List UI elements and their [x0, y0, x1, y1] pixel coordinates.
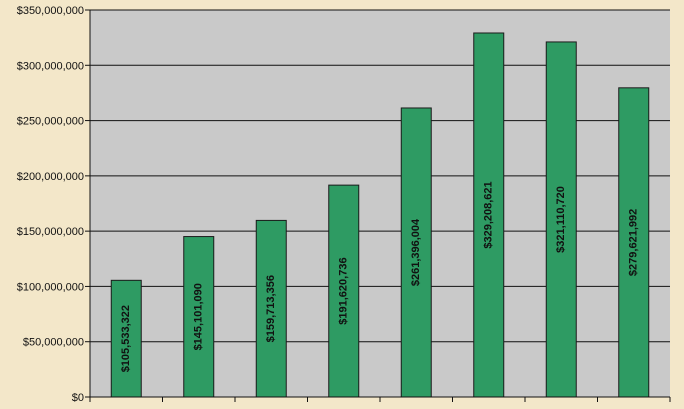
y-tick-label: $0	[72, 392, 84, 404]
bar-value-label: $279,621,992	[628, 209, 640, 276]
bar-value-label: $145,101,090	[193, 283, 205, 350]
y-tick-label: $100,000,000	[17, 281, 84, 293]
x-axis-ticks	[89, 397, 671, 402]
bar-value-label: $159,713,356	[265, 275, 277, 342]
bar-value-label: $329,208,621	[483, 181, 495, 248]
bar-value-label: $191,620,736	[338, 257, 350, 324]
bar	[328, 184, 360, 398]
bar	[255, 219, 287, 398]
y-axis-ticks: $0 $50,000,000 $100,000,000 $150,000,000 $20…	[17, 5, 90, 404]
plot-area	[90, 10, 670, 397]
y-tick-label: $50,000,000	[23, 337, 84, 349]
bar	[473, 32, 505, 398]
bars: $105,533,322 $145,101,090 $159,713,356 $191…	[110, 32, 650, 398]
bar	[400, 107, 432, 398]
y-tick-label: $300,000,000	[17, 60, 84, 72]
bar-value-label: $321,110,720	[555, 186, 567, 253]
y-tick-label: $350,000,000	[17, 5, 84, 17]
y-tick-label: $200,000,000	[17, 171, 84, 183]
y-tick-label: $250,000,000	[17, 116, 84, 128]
y-tick-label: $150,000,000	[17, 226, 84, 238]
bar-value-label: $261,396,004	[410, 218, 422, 286]
bar	[618, 87, 650, 398]
bar-value-label: $105,533,322	[120, 305, 132, 372]
